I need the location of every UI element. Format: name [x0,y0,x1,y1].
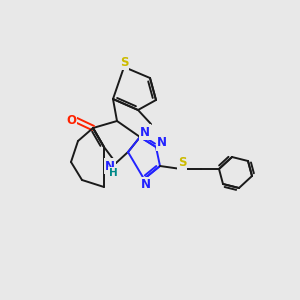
Text: N: N [157,136,167,149]
Text: N: N [141,178,151,191]
Text: N: N [105,160,115,172]
Text: H: H [109,168,117,178]
Text: S: S [120,56,128,68]
Text: N: N [140,125,150,139]
Text: S: S [178,157,186,169]
Text: O: O [66,113,76,127]
